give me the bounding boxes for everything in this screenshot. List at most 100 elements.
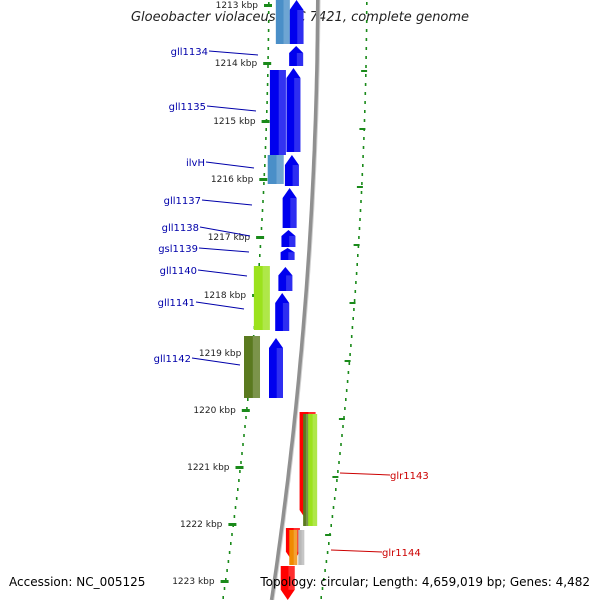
gll1137-arrow-shade (290, 198, 297, 228)
gll1141-arrow[interactable] (275, 293, 290, 331)
tick-ring-inner (267, 38, 270, 41)
tick-ring-inner (262, 191, 265, 194)
tick-ring-outer (361, 173, 364, 176)
tick-ring-inner (235, 497, 238, 500)
feature-block-shade (278, 70, 286, 155)
gene-label-glr1144[interactable]: glr1144 (382, 548, 421, 559)
tick-ring-inner (259, 254, 261, 257)
tick-ring-inner (264, 155, 266, 158)
feature-block[interactable] (269, 70, 286, 155)
tick-ring-outer (352, 317, 354, 320)
tick-ring-inner (266, 92, 269, 95)
gene-leader-line (330, 549, 383, 553)
gll1138-arrow[interactable] (281, 230, 296, 247)
gsl1139-arrow[interactable] (280, 248, 295, 260)
tick-ring-inner (267, 29, 270, 32)
tick-ring-outer (326, 551, 329, 554)
tick-ring-inner (233, 515, 236, 518)
gll1134b-arrow-shade (296, 53, 304, 66)
tick-ring-outer (363, 137, 365, 140)
gll1142-arrow[interactable] (269, 338, 284, 398)
gene-leader-line (191, 357, 241, 366)
tick-ring-outer (355, 272, 358, 275)
feature-block[interactable] (267, 155, 284, 184)
tick-ring-inner (263, 182, 265, 185)
kbp-tick-label: 1216 kbp (211, 175, 254, 185)
gene-label-gll1134[interactable]: gll1134 (171, 47, 208, 58)
kbp-tick-label: 1214 kbp (215, 59, 258, 69)
tick-ring-inner (222, 596, 224, 599)
tick-ring-outer (339, 452, 341, 455)
outer-tick (349, 302, 356, 304)
feature-block-shade (301, 530, 305, 565)
tick-ring-inner (267, 74, 269, 77)
gene-label-gll1137[interactable]: gll1137 (164, 196, 201, 207)
gene-label-gll1140[interactable]: gll1140 (160, 266, 197, 277)
tick-ring-outer (358, 236, 360, 239)
tick-ring-outer (344, 407, 346, 410)
gll1134-arrow[interactable] (289, 0, 304, 44)
tick-ring-inner (247, 398, 249, 401)
tick-ring-inner (267, 56, 269, 59)
tick-ring-inner (265, 128, 267, 131)
tick-ring-inner (243, 434, 245, 437)
tick-ring-outer (331, 515, 334, 518)
tick-ring-inner (230, 542, 232, 545)
tick-ring-outer (336, 479, 338, 482)
tick-ring-inner (264, 146, 267, 149)
gene-label-ilvH[interactable]: ilvH (186, 158, 205, 169)
ilvH-arrow[interactable] (284, 155, 299, 186)
feature-block[interactable] (303, 414, 309, 526)
feature-block[interactable] (275, 0, 290, 44)
tick-ring-inner (245, 416, 247, 419)
gene-label-gll1135[interactable]: gll1135 (169, 102, 206, 113)
gene-leader-line (199, 226, 251, 237)
tick-ring-outer (361, 182, 363, 185)
feature-block-shade (276, 155, 284, 184)
kbp-tick (256, 236, 265, 239)
outer-tick (356, 186, 363, 188)
tick-ring-outer (350, 335, 353, 338)
gene-label-gll1141[interactable]: gll1141 (158, 298, 195, 309)
feature-block-shade (305, 414, 309, 526)
tick-ring-inner (266, 101, 268, 104)
tick-ring-outer (345, 398, 347, 401)
gene-leader-line (208, 50, 259, 56)
gene-label-gll1142[interactable]: gll1142 (154, 354, 191, 365)
tick-ring-outer (364, 92, 367, 95)
kbp-tick-label: 1223 kbp (172, 577, 215, 587)
gene-label-gsl1139[interactable]: gsl1139 (158, 244, 198, 255)
tick-ring-outer (362, 155, 364, 158)
gll1137-arrow[interactable] (282, 188, 297, 228)
tick-ring-inner (227, 560, 230, 563)
gene-leader-line (201, 199, 253, 206)
tick-ring-outer (365, 38, 368, 41)
tick-ring-outer (332, 506, 335, 509)
feature-block[interactable] (253, 266, 270, 330)
accession-label: Accession: NC_005125 (9, 575, 146, 589)
kbp-tick (264, 4, 272, 7)
feature-block-shade (283, 0, 290, 44)
feature-block[interactable] (244, 336, 261, 398)
gll1140-arrow[interactable] (278, 267, 293, 291)
kbp-tick-label: 1215 kbp (213, 117, 256, 127)
feature-block[interactable] (307, 414, 318, 526)
genome-backbone (269, 0, 320, 600)
gene-leader-line (195, 301, 245, 310)
cds-arrow[interactable] (280, 566, 295, 600)
tick-ring-outer (356, 263, 358, 266)
feature-block[interactable] (298, 530, 305, 565)
feature-block[interactable] (289, 530, 298, 565)
outer-tick (359, 128, 366, 130)
gll1134b-arrow[interactable] (289, 46, 304, 66)
gene-label-glr1143[interactable]: glr1143 (390, 471, 429, 482)
outer-tick (338, 418, 345, 420)
tick-ring-outer (362, 164, 364, 167)
gll1135-arrow[interactable] (286, 68, 301, 152)
gene-label-gll1138[interactable]: gll1138 (162, 223, 199, 234)
gsl1139-arrow-shade (288, 252, 295, 260)
tick-ring-inner (262, 200, 264, 203)
gll1134-arrow-shade (297, 10, 304, 44)
tick-ring-inner (260, 227, 263, 230)
